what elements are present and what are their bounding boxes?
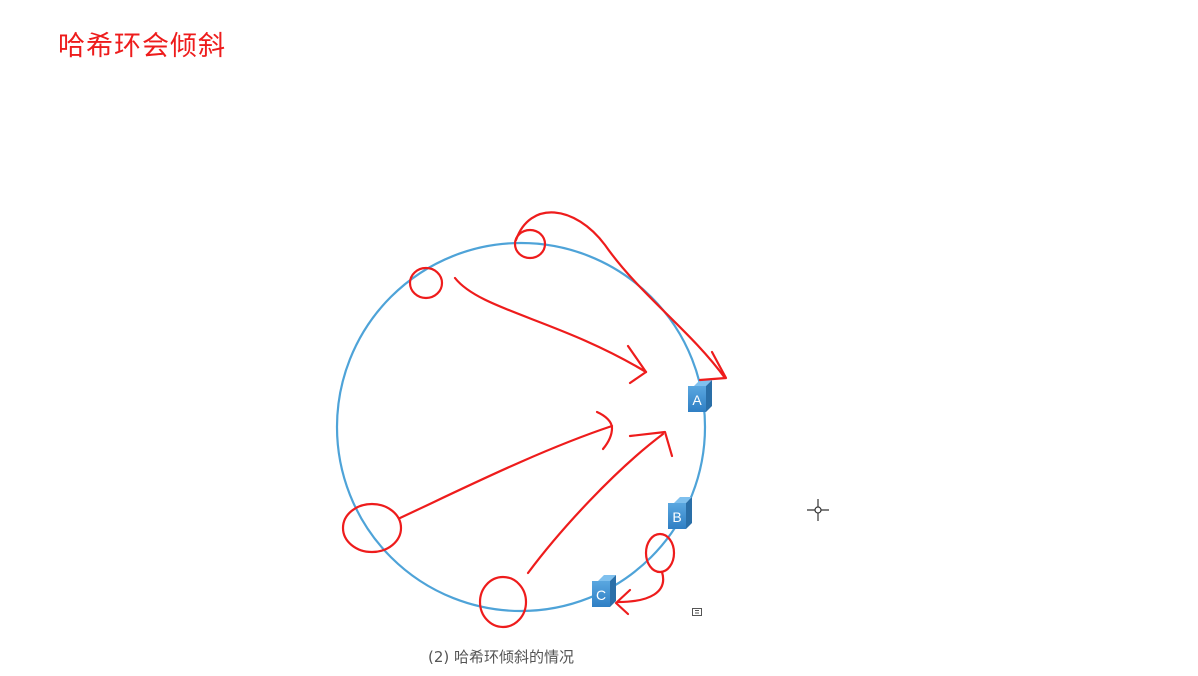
arrow-to-node-a [453,276,648,374]
data-point-circle [408,266,444,300]
data-point-circle [513,228,547,260]
node-a: A [688,380,712,412]
node-c: C [592,575,616,607]
slide-title: 哈希环会倾斜 [58,31,226,62]
node-c-label: C [596,587,606,603]
data-point-circle [341,502,403,554]
arrow-head [614,588,632,616]
arrow-to-node-a [398,424,614,520]
arrow-head [595,410,614,451]
node-a-label: A [692,392,702,408]
hash-ring [335,241,707,613]
arrow-head [628,430,674,458]
arrow-to-node-c [616,570,665,604]
move-cursor-icon [807,499,829,521]
arrow-head [698,350,728,382]
arrow-head [626,344,648,385]
arrow-to-node-a [514,211,727,380]
data-point-circle [644,532,676,574]
object-anchor-icon [692,608,702,616]
figure-caption: (2) 哈希环倾斜的情况 [428,648,575,666]
node-b-label: B [672,509,681,525]
data-point-circle [478,575,528,629]
node-b: B [668,497,692,529]
arrow-to-node-a [526,432,665,575]
